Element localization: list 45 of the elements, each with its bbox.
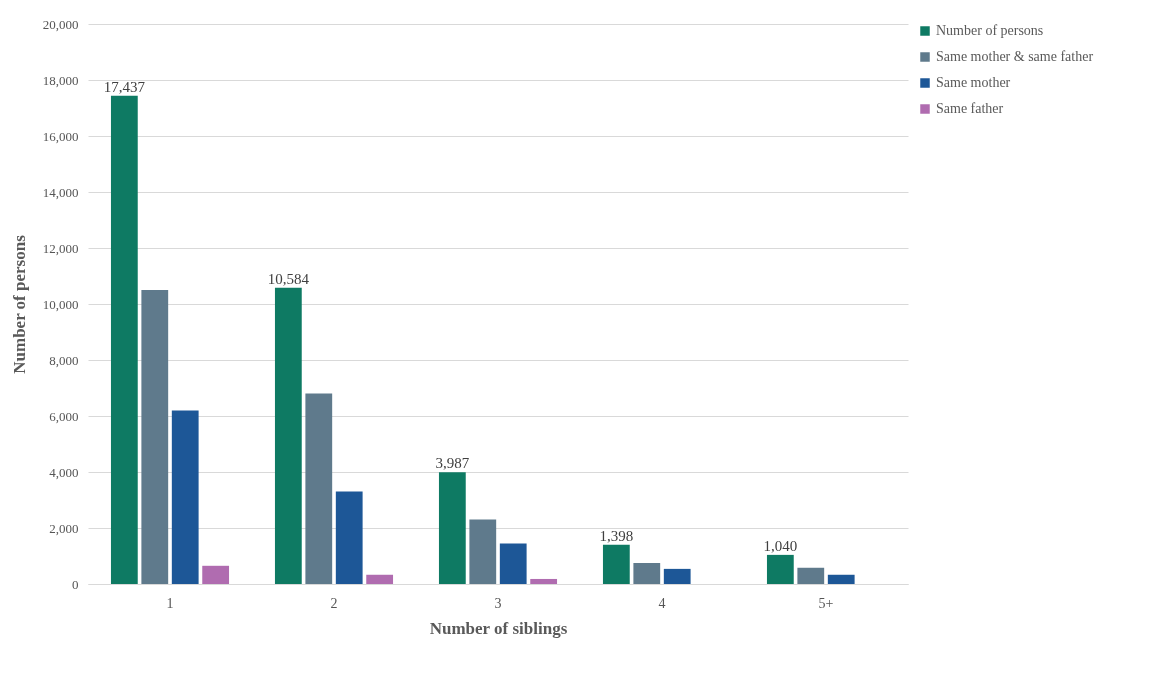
- y-tick-label: 10,000: [42, 296, 79, 312]
- bar: [663, 568, 691, 584]
- bar: [274, 287, 302, 584]
- y-tick-label: 12,000: [42, 240, 79, 256]
- bar: [438, 472, 466, 584]
- y-tick-label: 0: [72, 576, 79, 592]
- data-label: 17,437: [103, 78, 146, 95]
- bar: [499, 543, 527, 584]
- bar: [469, 519, 497, 584]
- bar: [633, 563, 661, 584]
- y-tick-label: 6,000: [49, 408, 79, 424]
- bar: [335, 491, 363, 584]
- x-tick-label: 3: [494, 595, 502, 611]
- legend-label: Same mother: [936, 75, 1011, 90]
- bar: [305, 393, 333, 584]
- bar: [766, 554, 794, 584]
- bar: [202, 565, 230, 584]
- bar: [827, 574, 855, 584]
- bar: [602, 544, 630, 584]
- x-axis-title: Number of siblings: [429, 618, 568, 638]
- x-tick-label: 2: [330, 595, 338, 611]
- x-tick-label: 4: [658, 595, 666, 611]
- bar: [141, 290, 169, 584]
- legend-label: Number of persons: [936, 23, 1044, 38]
- bar: [530, 578, 558, 584]
- y-tick-label: 16,000: [42, 128, 79, 144]
- x-tick-label: 5+: [818, 595, 834, 611]
- legend-label: Same father: [936, 101, 1004, 116]
- bar: [366, 574, 394, 584]
- y-tick-label: 8,000: [49, 352, 79, 368]
- data-label: 1,398: [599, 527, 634, 544]
- y-tick-label: 18,000: [42, 72, 79, 88]
- y-axis-title: Number of persons: [9, 234, 29, 374]
- data-label: 1,040: [763, 537, 798, 554]
- bar: [110, 95, 138, 584]
- y-tick-label: 2,000: [49, 520, 79, 536]
- y-tick-label: 20,000: [42, 16, 79, 32]
- data-label: 3,987: [435, 455, 470, 472]
- y-tick-label: 14,000: [42, 184, 79, 200]
- x-tick-label: 1: [166, 595, 174, 611]
- data-label: 10,584: [267, 270, 310, 287]
- bar: [171, 410, 199, 584]
- legend-label: Same mother & same father: [936, 49, 1094, 64]
- y-tick-label: 4,000: [49, 464, 79, 480]
- bar: [797, 567, 825, 584]
